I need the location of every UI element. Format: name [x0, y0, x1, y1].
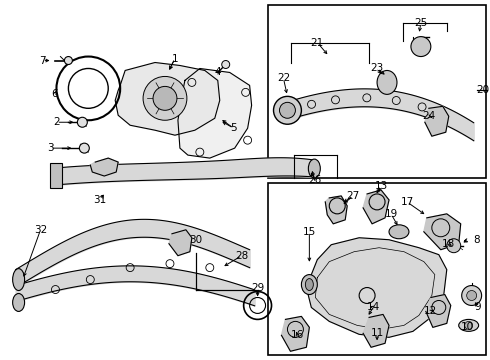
Circle shape — [64, 57, 73, 64]
Text: 4: 4 — [215, 67, 221, 77]
Text: 29: 29 — [251, 283, 264, 293]
Text: 7: 7 — [39, 55, 46, 66]
Ellipse shape — [377, 71, 397, 94]
Text: 18: 18 — [442, 239, 455, 249]
Ellipse shape — [389, 225, 409, 239]
Text: 23: 23 — [370, 63, 384, 73]
Circle shape — [411, 37, 431, 57]
Polygon shape — [426, 294, 451, 327]
Bar — [268, 183, 486, 355]
Circle shape — [79, 143, 89, 153]
Text: 27: 27 — [346, 191, 360, 201]
Ellipse shape — [13, 269, 24, 291]
Polygon shape — [425, 106, 449, 136]
Polygon shape — [178, 68, 251, 158]
Circle shape — [466, 291, 477, 301]
Polygon shape — [363, 190, 389, 224]
Circle shape — [143, 76, 187, 120]
Text: 24: 24 — [422, 111, 436, 121]
Polygon shape — [281, 316, 309, 351]
Text: 2: 2 — [53, 117, 60, 127]
Circle shape — [279, 102, 295, 118]
Circle shape — [77, 117, 87, 127]
Circle shape — [462, 285, 482, 305]
Ellipse shape — [301, 275, 318, 294]
Polygon shape — [169, 230, 192, 256]
Text: 6: 6 — [51, 89, 58, 99]
Text: 22: 22 — [277, 73, 290, 84]
Text: 16: 16 — [291, 330, 304, 340]
Text: 21: 21 — [311, 37, 324, 48]
Text: 31: 31 — [94, 195, 107, 205]
Ellipse shape — [308, 159, 320, 178]
Text: 15: 15 — [303, 227, 316, 237]
Bar — [50, 163, 62, 188]
Polygon shape — [363, 314, 389, 347]
Ellipse shape — [459, 319, 479, 331]
Polygon shape — [307, 238, 447, 337]
Text: 1: 1 — [172, 54, 178, 63]
Text: 25: 25 — [414, 18, 427, 28]
Circle shape — [273, 96, 301, 124]
Text: 11: 11 — [370, 328, 384, 338]
Ellipse shape — [13, 293, 24, 311]
Text: 13: 13 — [374, 181, 388, 191]
Circle shape — [153, 86, 177, 110]
Text: 3: 3 — [47, 143, 54, 153]
Text: 14: 14 — [367, 302, 380, 312]
Text: 19: 19 — [384, 209, 397, 219]
Polygon shape — [424, 214, 461, 250]
Text: 26: 26 — [309, 175, 322, 185]
Bar — [268, 5, 486, 178]
Text: 5: 5 — [230, 123, 237, 133]
Text: 8: 8 — [473, 235, 480, 245]
Circle shape — [447, 239, 461, 253]
Circle shape — [222, 60, 230, 68]
Ellipse shape — [305, 279, 313, 291]
Text: 10: 10 — [461, 322, 474, 332]
Text: 12: 12 — [424, 306, 438, 316]
Polygon shape — [325, 196, 347, 224]
Text: 28: 28 — [235, 251, 248, 261]
Text: 30: 30 — [189, 235, 202, 245]
Polygon shape — [90, 158, 118, 176]
Polygon shape — [353, 284, 381, 319]
Polygon shape — [115, 63, 220, 135]
Text: 9: 9 — [474, 302, 481, 312]
Text: 32: 32 — [34, 225, 47, 235]
Circle shape — [465, 321, 473, 329]
Text: 20: 20 — [476, 85, 489, 95]
Text: 17: 17 — [400, 197, 414, 207]
